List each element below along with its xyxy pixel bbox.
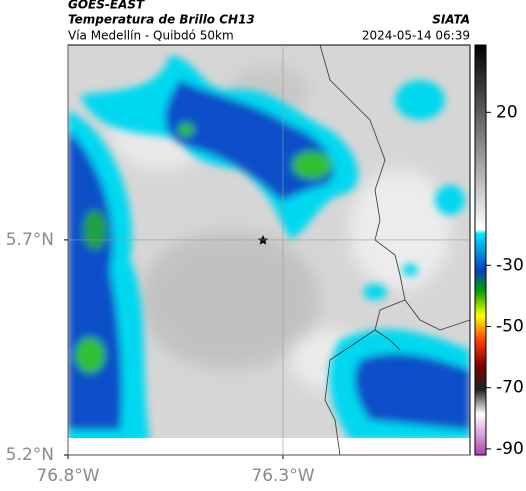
title: Temperatura de Brillo CH13 xyxy=(68,13,255,27)
subtitle: Vía Medellín - Quibdó 50km xyxy=(68,29,234,43)
map-image xyxy=(68,45,470,455)
colorbar-tick-label: -70 xyxy=(496,378,524,398)
colorbar-tick-label: -50 xyxy=(496,316,524,336)
x-tick-label: 76.8°W xyxy=(36,466,99,486)
x-tick-label: 76.3°W xyxy=(251,466,314,486)
source: GOES-EAST xyxy=(68,0,145,12)
y-tick-label: 5.2°N xyxy=(6,445,54,465)
timestamp: 2024-05-14 06:39 xyxy=(362,29,470,43)
y-tick-label: 5.7°N xyxy=(6,230,54,250)
colorbar-tick-label: -30 xyxy=(496,255,524,275)
colorbar-tick-label: -90 xyxy=(496,439,524,459)
colorbar xyxy=(474,44,487,456)
brand: SIATA xyxy=(432,13,470,27)
colorbar-tick-label: 20 xyxy=(496,102,518,122)
